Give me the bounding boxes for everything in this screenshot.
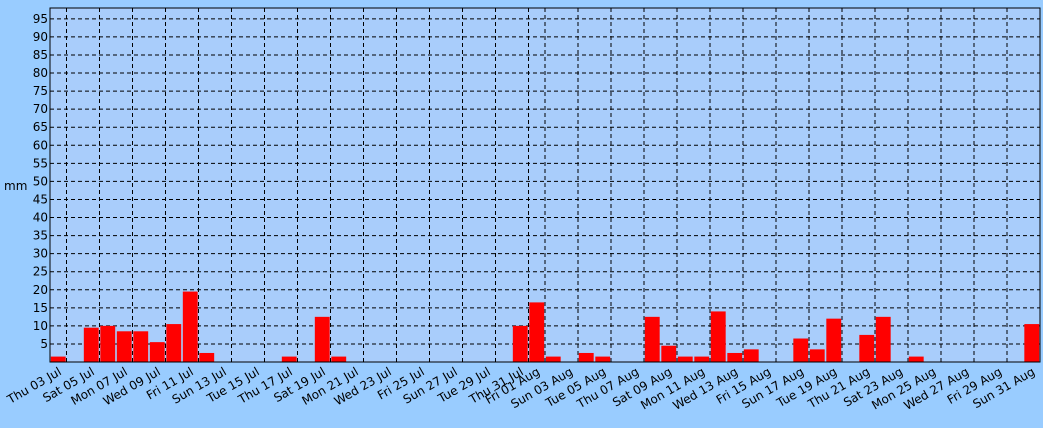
- y-tick-label: 20: [33, 283, 48, 297]
- y-tick-label: 65: [33, 120, 48, 134]
- bar: [578, 352, 594, 362]
- bar: [677, 356, 693, 362]
- bar: [1024, 324, 1040, 362]
- bar: [199, 352, 215, 362]
- y-tick-label: 5: [40, 337, 48, 351]
- y-tick-label: 15: [33, 301, 48, 315]
- bar: [694, 356, 710, 362]
- bar: [595, 356, 611, 362]
- bar: [166, 324, 182, 362]
- bar: [859, 334, 875, 362]
- plot-border: [49, 7, 1041, 363]
- y-tick-label: 50: [33, 174, 48, 188]
- y-tick-label: 10: [33, 319, 48, 333]
- y-tick-label: 30: [33, 247, 48, 261]
- bar: [133, 331, 149, 362]
- y-axis-label: mm: [4, 179, 27, 193]
- y-tick-label: 80: [33, 66, 48, 80]
- bar: [908, 356, 924, 362]
- bar: [727, 352, 743, 362]
- bar: [314, 316, 330, 362]
- bar: [512, 325, 528, 362]
- bar: [743, 349, 759, 362]
- bar: [100, 325, 116, 362]
- y-tick-label: 70: [33, 102, 48, 116]
- y-tick-label: 75: [33, 84, 48, 98]
- bar: [331, 356, 347, 362]
- bar: [826, 318, 842, 362]
- y-tick-label: 90: [33, 30, 48, 44]
- bar: [793, 338, 809, 362]
- y-tick-label: 25: [33, 265, 48, 279]
- bar: [545, 356, 561, 362]
- bar: [182, 291, 198, 362]
- bar: [149, 342, 165, 362]
- bar: [644, 316, 660, 362]
- bar: [116, 331, 132, 362]
- y-tick-label: 35: [33, 229, 48, 243]
- bar: [661, 345, 677, 362]
- y-tick-label: 40: [33, 211, 48, 225]
- y-tick-label: 95: [33, 12, 48, 26]
- bar: [83, 327, 99, 362]
- y-tick-label: 85: [33, 48, 48, 62]
- bar: [809, 349, 825, 362]
- y-tick-label: 45: [33, 192, 48, 206]
- bar: [710, 311, 726, 362]
- bar: [281, 356, 297, 362]
- bar: [50, 356, 66, 362]
- bar: [529, 302, 545, 362]
- y-tick-label: 55: [33, 156, 48, 170]
- y-tick-label: 60: [33, 138, 48, 152]
- bar: [875, 316, 891, 362]
